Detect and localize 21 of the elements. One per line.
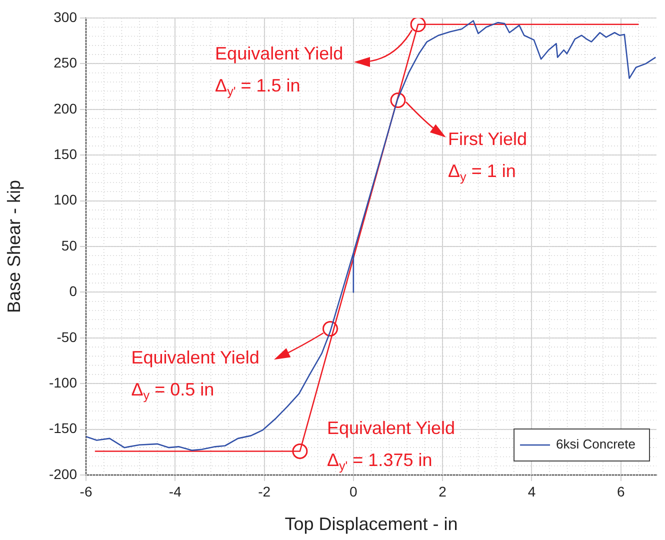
y-tick-label: -150 [48, 420, 78, 436]
x-tick-label: 4 [528, 483, 536, 500]
y-tick-label: 100 [54, 192, 78, 208]
y-tick-label: 0 [69, 283, 78, 300]
y-tick-label: -100 [48, 374, 78, 390]
y-tick-label: 150 [54, 146, 78, 162]
y-tick-label: 300 [54, 8, 78, 25]
y-tick-label: -50 [56, 328, 78, 345]
legend-label: 6ksi Concrete [556, 436, 636, 452]
x-axis-title: Top Displacement - in [284, 514, 458, 534]
y-axis-title: Base Shear - kip [4, 180, 24, 314]
y-tick-label: 250 [54, 54, 78, 71]
x-tick-label: 6 [616, 483, 625, 500]
x-tick-label: -2 [258, 483, 271, 500]
x-tick-label: -6 [80, 483, 92, 500]
x-tick-label: 0 [350, 483, 358, 500]
y-tick-label: 50 [61, 237, 78, 254]
x-tick-label: -4 [168, 483, 182, 500]
x-tick-label: 2 [438, 483, 447, 500]
y-tick-label: -200 [48, 466, 78, 482]
y-tick-label: 200 [54, 100, 78, 116]
